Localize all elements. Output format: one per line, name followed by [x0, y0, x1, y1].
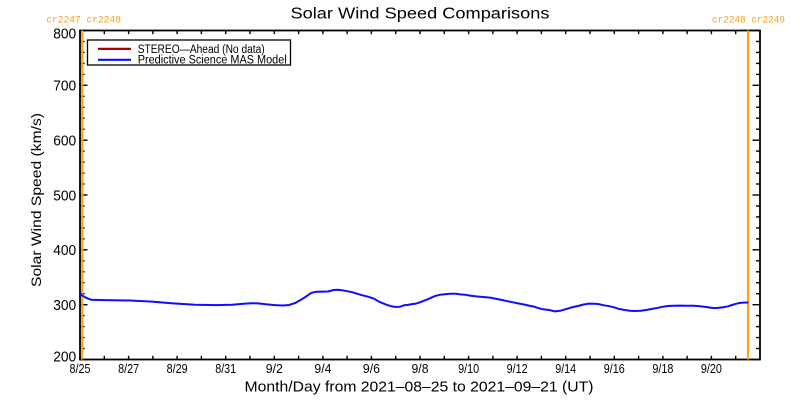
- svg-text:Solar Wind Speed Comparisons: Solar Wind Speed Comparisons: [291, 6, 550, 23]
- svg-text:8/25: 8/25: [70, 361, 91, 376]
- svg-text:9/12: 9/12: [507, 361, 528, 376]
- svg-text:9/8: 9/8: [412, 361, 429, 376]
- svg-text:9/2: 9/2: [266, 361, 283, 376]
- svg-text:Predictive Science MAS Model: Predictive Science MAS Model: [138, 54, 287, 66]
- svg-text:800: 800: [53, 26, 76, 42]
- svg-text:9/4: 9/4: [314, 361, 331, 376]
- svg-text:9/14: 9/14: [555, 361, 576, 376]
- svg-text:9/18: 9/18: [652, 361, 673, 376]
- svg-text:9/20: 9/20: [701, 361, 722, 376]
- svg-text:200: 200: [53, 349, 76, 365]
- svg-text:8/27: 8/27: [118, 361, 139, 376]
- svg-text:8/29: 8/29: [167, 361, 188, 376]
- svg-text:9/16: 9/16: [604, 361, 625, 376]
- svg-text:8/31: 8/31: [215, 361, 236, 376]
- svg-text:cr2248 cr2249: cr2248 cr2249: [712, 16, 785, 27]
- svg-text:400: 400: [53, 243, 76, 259]
- svg-text:500: 500: [53, 188, 76, 204]
- svg-text:Solar Wind Speed (km/s): Solar Wind Speed (km/s): [28, 113, 44, 287]
- svg-text:300: 300: [53, 298, 76, 314]
- svg-text:9/10: 9/10: [458, 361, 479, 376]
- svg-text:cr2247 cr2248: cr2247 cr2248: [46, 16, 121, 27]
- svg-text:STEREO—Ahead (No data): STEREO—Ahead (No data): [138, 44, 265, 56]
- svg-text:600: 600: [53, 134, 76, 150]
- svg-text:9/6: 9/6: [363, 361, 380, 376]
- svg-text:Month/Day from 2021–08–25 to 2: Month/Day from 2021–08–25 to 2021–09–21 …: [245, 378, 594, 395]
- svg-text:700: 700: [53, 79, 76, 95]
